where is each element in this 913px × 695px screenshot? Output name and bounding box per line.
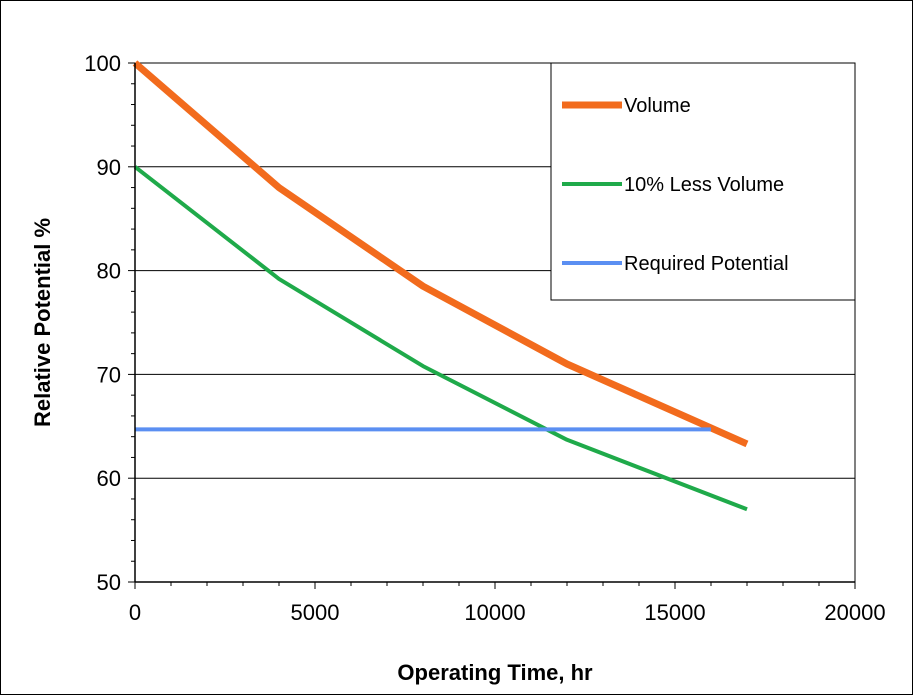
y-tick-label: 100 [84,51,121,76]
x-tick-label: 20000 [824,600,885,625]
y-tick-label: 60 [97,466,121,491]
y-tick-label: 80 [97,259,121,284]
series-line-1 [132,60,749,448]
x-tick-label: 10000 [464,600,525,625]
legend-label: Required Potential [624,253,789,275]
y-tick-label: 70 [97,362,121,387]
legend: Volume 10% Less Volume Required Potential [550,62,856,301]
y-axis-title: Relative Potential % [30,218,55,427]
legend-label: Volume [624,95,691,117]
tick-labels: 50 60 70 80 90 100 0 5000 10000 15000 20000 [84,51,885,625]
y-tick-label: 90 [97,155,121,180]
legend-label: 10% Less Volume [624,174,784,196]
y-tick-label: 50 [97,570,121,595]
x-tick-label: 5000 [291,600,340,625]
series-layer [132,60,749,512]
grid-lines [135,166,855,479]
x-axis-title: Operating Time, hr [397,660,593,685]
series-line-2 [133,165,748,512]
axes [128,62,856,589]
x-tick-label: 15000 [644,600,705,625]
x-tick-label: 0 [129,600,141,625]
